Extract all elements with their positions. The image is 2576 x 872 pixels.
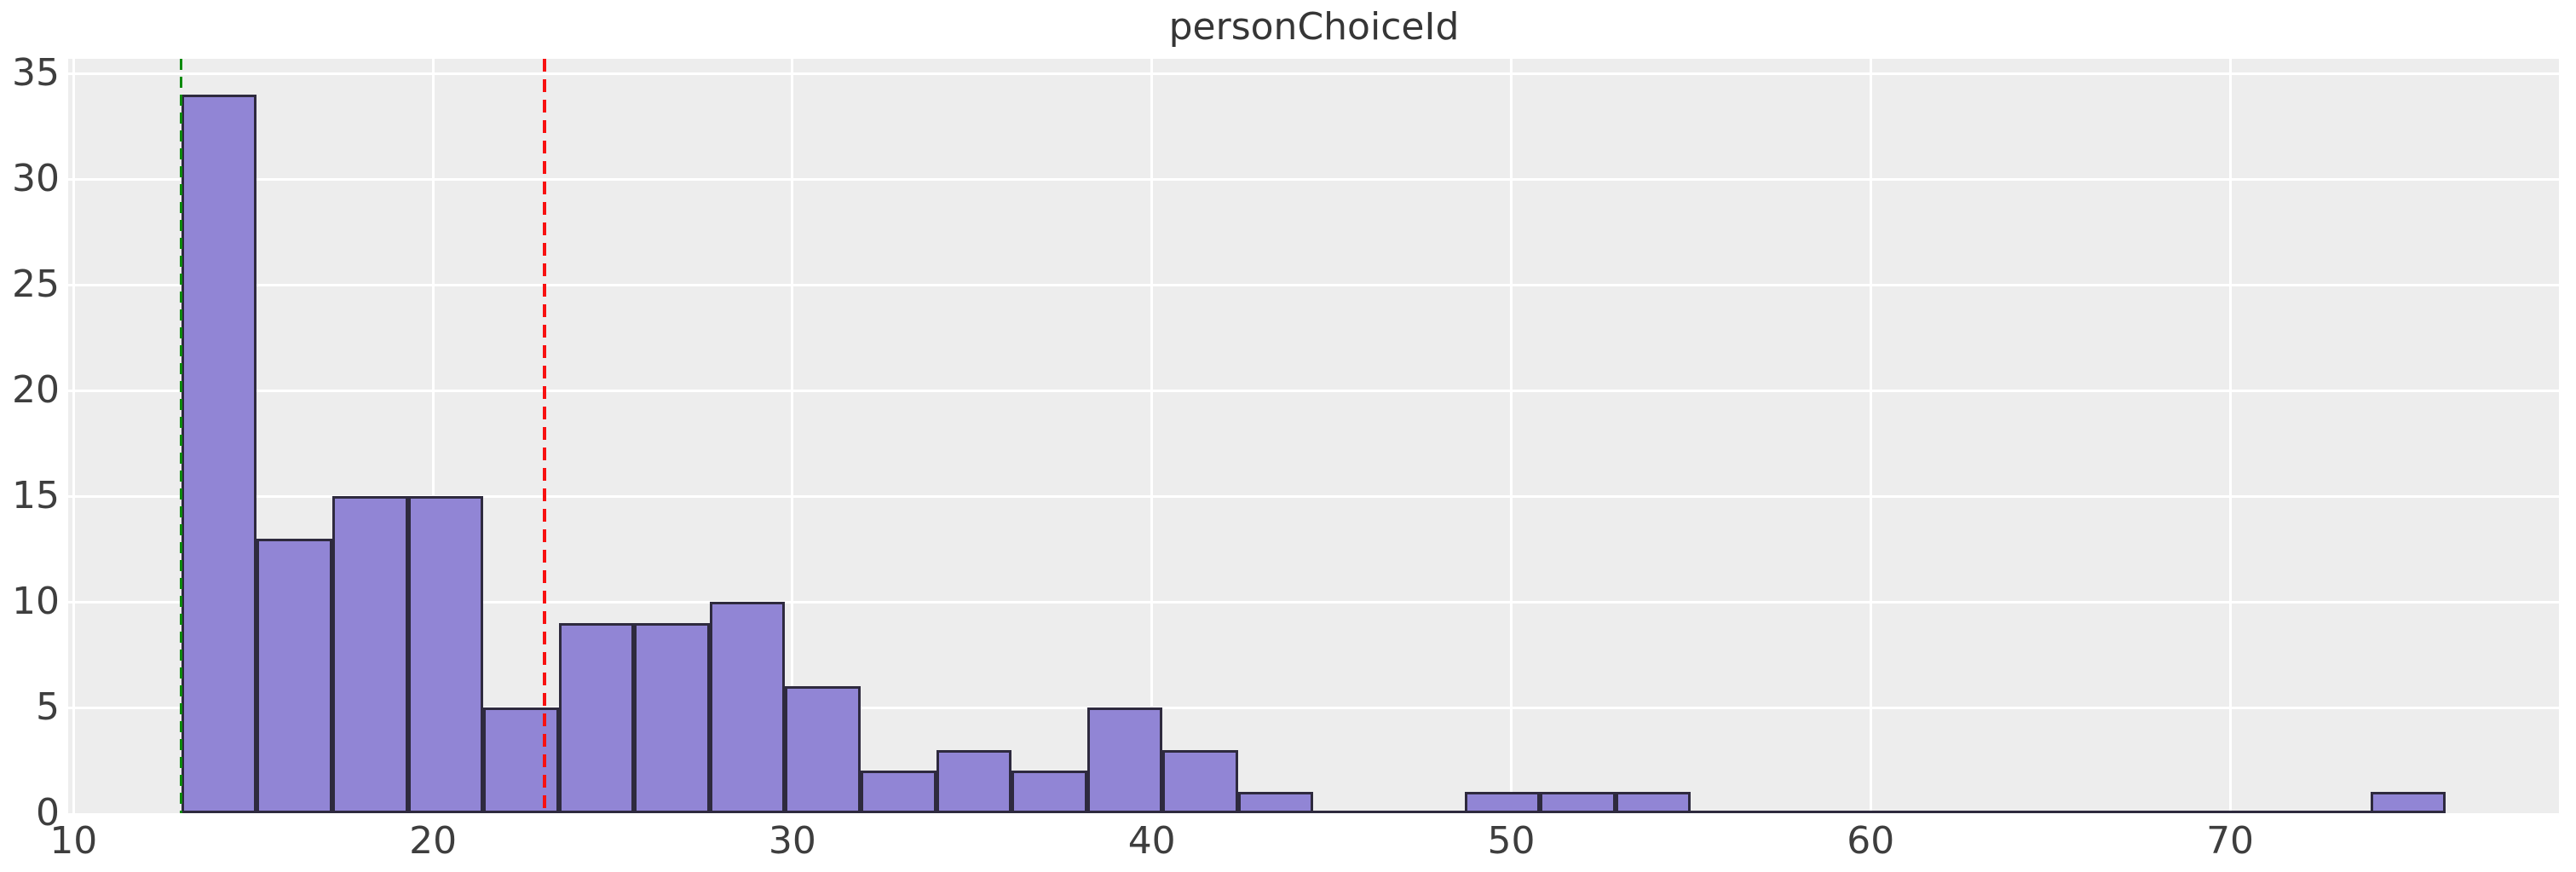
plot-area	[68, 59, 2559, 813]
h-gridline	[68, 177, 2559, 181]
v-gridline	[2228, 59, 2232, 813]
x-tick-label: 60	[1847, 819, 1895, 863]
chart-title: personChoiceId	[1168, 5, 1460, 49]
histogram-bar	[1162, 749, 1238, 813]
histogram-bar	[1011, 771, 1087, 813]
mean-vline	[542, 59, 546, 813]
x-tick-label: 40	[1127, 819, 1176, 863]
h-gridline	[68, 283, 2559, 286]
x-baseline	[181, 811, 2446, 813]
histogram-bar	[861, 771, 936, 813]
histogram-bar	[936, 749, 1012, 813]
v-gridline	[791, 59, 794, 813]
histogram-bar	[1615, 792, 1691, 813]
h-gridline	[68, 389, 2559, 392]
histogram-bar	[1237, 792, 1314, 813]
histogram-bar	[181, 95, 257, 813]
y-tick-label: 35	[12, 51, 60, 95]
histogram-bar	[634, 622, 710, 813]
histogram-bar	[1540, 792, 1616, 813]
y-tick-label: 25	[12, 263, 60, 307]
histogram-bar	[558, 622, 635, 813]
h-gridline	[68, 72, 2559, 75]
histogram-bar	[256, 538, 332, 813]
v-gridline	[1869, 59, 1872, 813]
min-vline	[180, 59, 183, 813]
v-gridline	[1509, 59, 1513, 813]
x-tick-label: 50	[1487, 819, 1536, 863]
y-tick-label: 30	[12, 157, 60, 201]
histogram-bar	[332, 496, 408, 813]
histogram-bar	[1086, 707, 1163, 813]
h-gridline	[68, 600, 2559, 603]
histogram-bar	[407, 496, 484, 813]
histogram-bar	[709, 602, 786, 813]
histogram-bar	[483, 707, 559, 813]
y-tick-label: 5	[36, 685, 60, 730]
v-gridline	[72, 59, 75, 813]
y-tick-label: 15	[12, 474, 60, 518]
h-gridline	[68, 706, 2559, 709]
histogram-bar	[785, 686, 862, 813]
y-tick-label: 10	[12, 580, 60, 624]
x-tick-label: 30	[768, 819, 816, 863]
h-gridline	[68, 494, 2559, 498]
x-tick-label: 10	[49, 819, 98, 863]
histogram-bar	[2370, 792, 2446, 813]
y-tick-label: 0	[36, 791, 60, 834]
v-gridline	[431, 59, 435, 813]
histogram-bar	[1464, 792, 1541, 813]
y-tick-label: 20	[12, 368, 60, 413]
v-gridline	[1150, 59, 1154, 813]
x-tick-label: 20	[409, 819, 458, 863]
x-tick-label: 70	[2206, 819, 2255, 863]
